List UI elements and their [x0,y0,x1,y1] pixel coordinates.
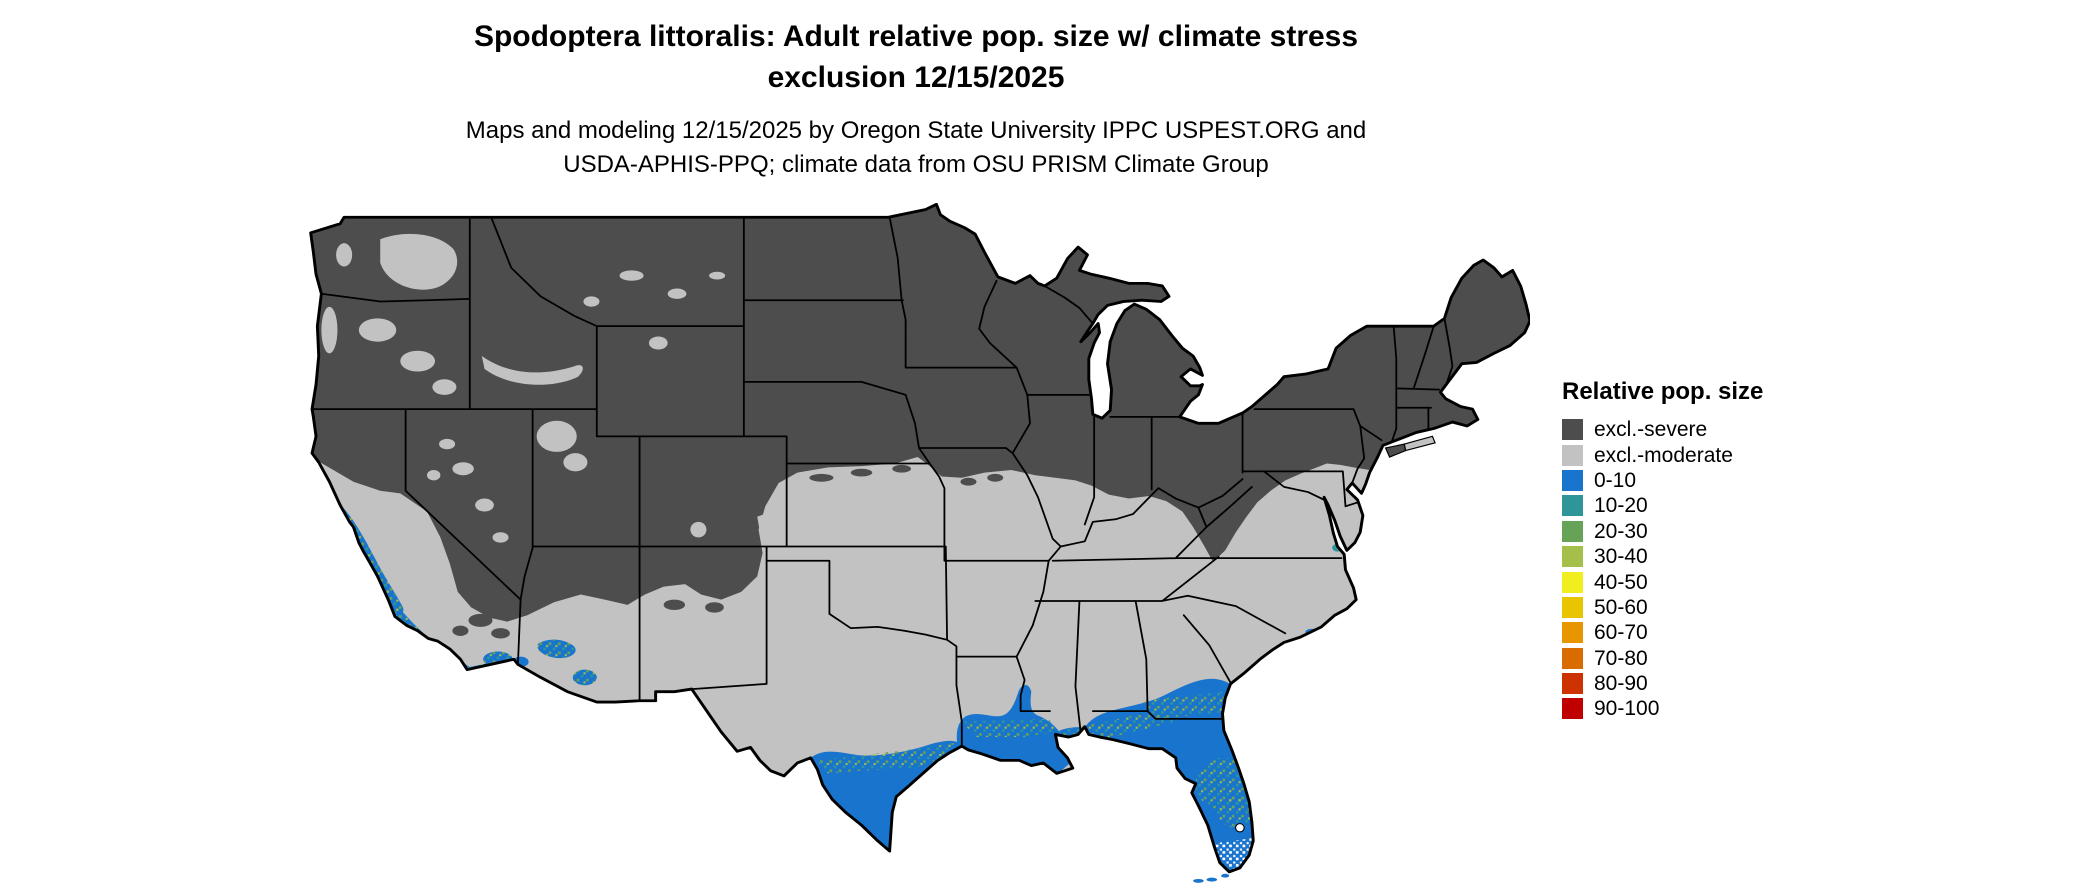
legend-entry: 90-100 [1562,696,1763,721]
legend-label: 80-90 [1594,672,1648,696]
lake-okeechobee [1235,823,1245,833]
legend-swatch [1562,419,1583,441]
us-map-svg [309,203,1530,883]
legend-label: 20-30 [1594,519,1648,543]
legend-swatch [1562,546,1583,568]
legend-label: 50-60 [1594,595,1648,619]
legend-label: 90-100 [1594,697,1660,721]
legend-entry: 0-10 [1562,468,1763,493]
legend-swatch [1562,622,1583,644]
legend-entry: 80-90 [1562,671,1763,696]
subtitle-line2: USDA-APHIS-PPQ; climate data from OSU PR… [563,151,1269,178]
legend-label: 30-40 [1594,545,1648,569]
legend-label: 70-80 [1594,646,1648,670]
legend-entry: 20-30 [1562,519,1763,544]
legend-swatch [1562,495,1583,517]
page-title-line1: Spodoptera littoralis: Adult relative po… [473,20,1359,53]
moderate-patches [321,233,787,547]
map-legend: Relative pop. size excl.-severe excl.-mo… [1562,378,1763,722]
legend-entry: 70-80 [1562,646,1763,671]
legend-entry: 30-40 [1562,544,1763,569]
legend-label: 10-20 [1594,494,1648,518]
page-title-line2: exclusion 12/15/2025 [767,61,1065,94]
legend-swatch [1562,596,1583,618]
legend-label: 60-70 [1594,621,1648,645]
us-map [300,203,1530,890]
legend-swatch [1562,444,1583,466]
legend-swatch [1562,571,1583,593]
legend-entry: 60-70 [1562,620,1763,645]
long-island [1384,435,1436,458]
everglades-dither [1214,838,1252,870]
map-subtitle: Maps and modeling 12/15/2025 by Oregon S… [0,114,1832,182]
florida-keys-dots [1193,873,1230,883]
legend-swatch [1562,520,1583,542]
legend-entry: excl.-moderate [1562,442,1763,467]
state-borders [311,216,1454,747]
severe-speckles [452,464,1004,639]
legend-entry: 40-50 [1562,569,1763,594]
legend-swatch [1562,469,1583,491]
legend-label: 0-10 [1594,468,1637,492]
map-header: Spodoptera littoralis: Adult relative po… [0,16,1832,182]
legend-entry: 10-20 [1562,493,1763,518]
legend-entry: excl.-severe [1562,417,1763,442]
legend-label: excl.-severe [1594,418,1708,442]
legend-swatch [1562,698,1583,720]
legend-title: Relative pop. size [1562,378,1764,405]
subtitle-line1: Maps and modeling 12/15/2025 by Oregon S… [465,117,1367,144]
legend-swatch [1562,647,1583,669]
legend-swatch [1562,673,1583,695]
legend-label: 40-50 [1594,570,1648,594]
legend-label: excl.-moderate [1594,443,1733,467]
legend-entry: 50-60 [1562,595,1763,620]
